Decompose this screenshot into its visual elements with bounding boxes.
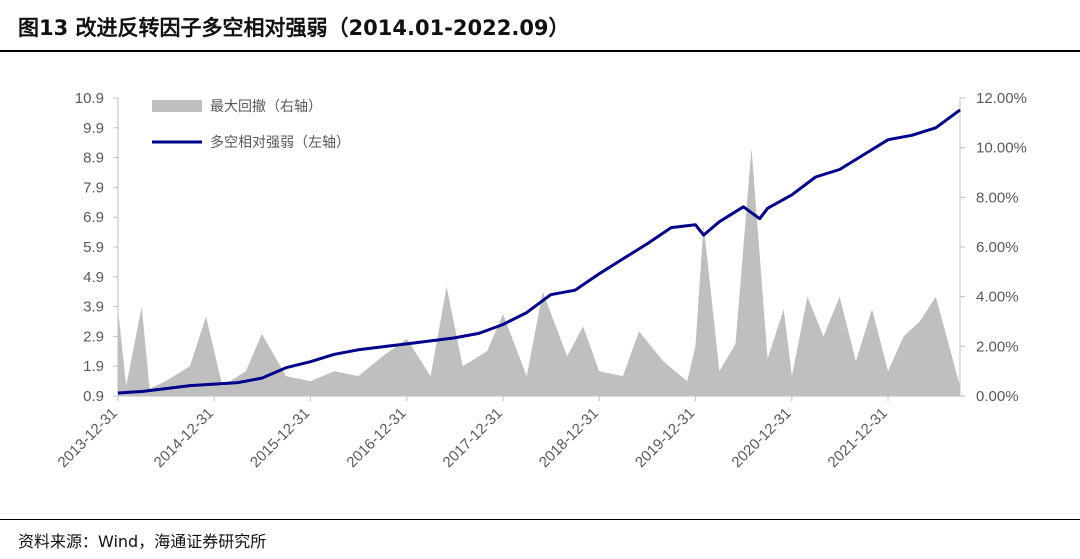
left-tick-label: 5.9 bbox=[83, 239, 104, 256]
x-tick-label: 2014-12-31 bbox=[151, 405, 217, 471]
legend-area-label: 最大回撤（右轴） bbox=[210, 99, 322, 115]
right-tick-label: 6.00% bbox=[976, 239, 1019, 256]
right-tick-label: 8.00% bbox=[976, 189, 1019, 206]
left-tick-label: 9.9 bbox=[83, 120, 104, 137]
x-tick-label: 2017-12-31 bbox=[440, 405, 506, 471]
right-tick-label: 0.00% bbox=[976, 388, 1019, 405]
x-tick-label: 2021-12-31 bbox=[825, 405, 891, 471]
x-tick-label: 2016-12-31 bbox=[343, 405, 409, 471]
long-short-line bbox=[117, 108, 961, 395]
source-note: 资料来源：Wind，海通证券研究所 bbox=[18, 532, 267, 551]
legend-line-label: 多空相对强弱（左轴） bbox=[210, 134, 350, 151]
right-tick-label: 2.00% bbox=[976, 338, 1019, 355]
left-tick-label: 3.9 bbox=[83, 299, 104, 316]
left-tick-label: 1.9 bbox=[83, 358, 104, 375]
right-tick-label: 10.00% bbox=[976, 140, 1027, 157]
x-tick-label: 2019-12-31 bbox=[632, 405, 698, 471]
right-tick-label: 4.00% bbox=[976, 289, 1019, 306]
title-rule bbox=[0, 50, 1080, 52]
left-tick-label: 0.9 bbox=[83, 388, 104, 405]
left-tick-label: 6.9 bbox=[83, 209, 104, 226]
left-tick-label: 8.9 bbox=[83, 150, 104, 167]
x-tick-label: 2020-12-31 bbox=[728, 405, 794, 471]
x-tick-label: 2015-12-31 bbox=[247, 405, 313, 471]
x-tick-label: 2018-12-31 bbox=[536, 405, 602, 471]
right-tick-label: 12.00% bbox=[976, 90, 1027, 107]
left-tick-label: 2.9 bbox=[83, 328, 104, 345]
x-tick-label: 2013-12-31 bbox=[55, 405, 121, 471]
left-tick-label: 4.9 bbox=[83, 269, 104, 286]
left-tick-label: 10.9 bbox=[75, 90, 104, 107]
legend-area-swatch bbox=[152, 100, 202, 112]
page-title: 图13 改进反转因子多空相对强弱（2014.01-2022.09） bbox=[18, 16, 570, 40]
left-tick-label: 7.9 bbox=[83, 179, 104, 196]
drawdown-area bbox=[118, 147, 960, 396]
source-rule bbox=[0, 519, 1080, 520]
